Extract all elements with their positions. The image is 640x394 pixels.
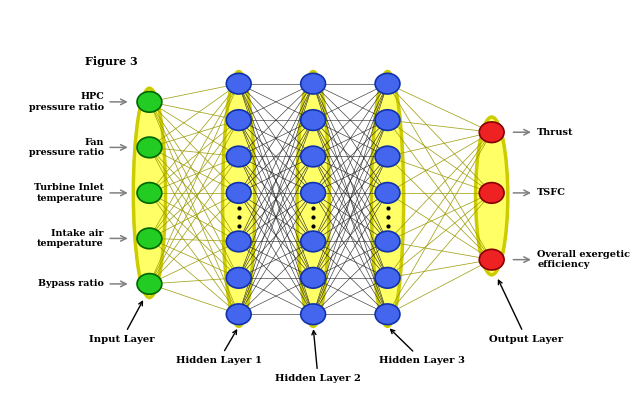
Ellipse shape: [301, 268, 326, 288]
Ellipse shape: [227, 110, 251, 130]
Ellipse shape: [137, 137, 162, 158]
Ellipse shape: [301, 146, 326, 167]
Ellipse shape: [476, 117, 508, 275]
Text: Hidden Layer 1: Hidden Layer 1: [176, 330, 262, 365]
Ellipse shape: [375, 268, 400, 288]
Ellipse shape: [137, 228, 162, 249]
Ellipse shape: [133, 88, 166, 297]
Ellipse shape: [227, 182, 251, 203]
Ellipse shape: [375, 182, 400, 203]
Ellipse shape: [479, 122, 504, 143]
Text: Hidden Layer 3: Hidden Layer 3: [380, 329, 465, 365]
Text: Fan
pressure ratio: Fan pressure ratio: [29, 138, 104, 157]
Ellipse shape: [301, 304, 326, 325]
Ellipse shape: [375, 146, 400, 167]
Text: Intake air
temperature: Intake air temperature: [37, 229, 104, 248]
Text: TSFC: TSFC: [538, 188, 566, 197]
Ellipse shape: [227, 304, 251, 325]
Ellipse shape: [137, 182, 162, 203]
Text: Output Layer: Output Layer: [490, 280, 563, 344]
Ellipse shape: [137, 91, 162, 112]
Ellipse shape: [297, 72, 329, 326]
Ellipse shape: [227, 268, 251, 288]
Ellipse shape: [375, 304, 400, 325]
Text: Overall exergetic
efficiency: Overall exergetic efficiency: [538, 250, 630, 269]
Text: Turbine Inlet
temperature: Turbine Inlet temperature: [34, 183, 104, 203]
Text: Thrust: Thrust: [538, 128, 574, 137]
Ellipse shape: [137, 273, 162, 294]
Text: Figure 3: Figure 3: [85, 56, 138, 67]
Ellipse shape: [301, 182, 326, 203]
Ellipse shape: [375, 231, 400, 252]
Ellipse shape: [227, 231, 251, 252]
Ellipse shape: [301, 231, 326, 252]
Ellipse shape: [227, 73, 251, 94]
Ellipse shape: [375, 73, 400, 94]
Text: Hidden Layer 2: Hidden Layer 2: [275, 331, 361, 383]
Text: Bypass ratio: Bypass ratio: [38, 279, 104, 288]
Ellipse shape: [301, 110, 326, 130]
Ellipse shape: [479, 182, 504, 203]
Ellipse shape: [371, 72, 404, 326]
Ellipse shape: [223, 72, 255, 326]
Text: HPC
pressure ratio: HPC pressure ratio: [29, 92, 104, 112]
Ellipse shape: [479, 249, 504, 270]
Text: Input Layer: Input Layer: [90, 301, 155, 344]
Ellipse shape: [301, 73, 326, 94]
Ellipse shape: [227, 146, 251, 167]
Ellipse shape: [375, 110, 400, 130]
